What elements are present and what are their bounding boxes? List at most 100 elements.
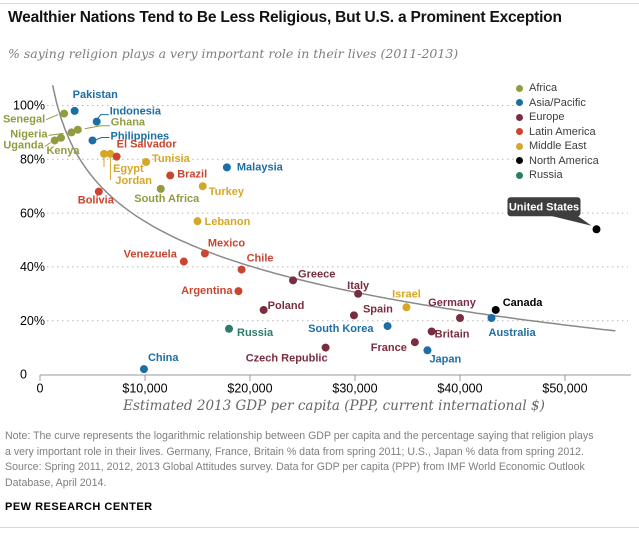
data-point-el-salvador — [112, 152, 121, 161]
data-point-malaysia — [222, 163, 231, 172]
data-point-philippines — [88, 136, 97, 145]
data-point-canada — [491, 305, 500, 314]
legend-dot-icon — [516, 157, 523, 165]
legend-item-north-america: North America — [516, 154, 636, 169]
country-label-chile: Chile — [247, 253, 274, 265]
legend-label: North America — [529, 154, 599, 167]
data-point-egypt — [100, 149, 109, 158]
data-point-japan — [423, 346, 432, 355]
data-point-kenya — [57, 133, 65, 142]
country-label-spain: Spain — [363, 303, 393, 315]
data-point-argentina — [234, 287, 243, 296]
country-label-brazil: Brazil — [177, 168, 207, 180]
data-point-senegal — [60, 109, 69, 118]
leader-line — [48, 132, 64, 136]
leader-line — [84, 125, 110, 130]
chart-legend: Africa Asia/Pacific Europe Latin America Mid… — [516, 81, 636, 183]
us-callout-label: United States — [509, 202, 579, 214]
legend-dot-icon — [516, 142, 523, 150]
legend-item-asia-pacific: Asia/Pacific — [516, 96, 636, 111]
data-point-italy — [354, 289, 363, 298]
note-line: Database, April 2014. — [5, 477, 107, 490]
chart-title: Wealthier Nations Tend to Be Less Religi… — [8, 9, 562, 26]
data-point-south-korea — [383, 322, 392, 331]
x-tick-label: $10,000 — [122, 382, 167, 396]
legend-label: Middle East — [529, 140, 587, 153]
country-label-kenya: Kenya — [46, 145, 80, 157]
country-label-greece: Greece — [298, 268, 335, 280]
x-tick-label: $40,000 — [437, 382, 482, 396]
y-tick-label: 100% — [13, 99, 45, 113]
country-label-argentina: Argentina — [181, 285, 233, 297]
x-axis-title: Estimated 2013 GDP per capita (PPP, curr… — [122, 398, 545, 414]
leader-line — [97, 114, 109, 119]
us-callout-box — [507, 197, 581, 217]
country-label-australia: Australia — [489, 327, 537, 339]
legend-item-russia: Russia — [516, 168, 636, 183]
country-label-nigeria: Nigeria — [10, 128, 48, 140]
data-point-russia — [225, 324, 233, 333]
country-label-tunisia: Tunisia — [152, 153, 191, 165]
legend-item-europe: Europe — [516, 110, 636, 125]
country-label-senegal: Senegal — [3, 114, 45, 126]
country-label-bolivia: Bolivia — [78, 195, 115, 207]
country-label-israel: Israel — [392, 288, 421, 300]
legend-label: Africa — [529, 82, 558, 95]
legend-dot-icon — [516, 99, 523, 107]
bottom-divider — [0, 527, 639, 528]
country-label-philippines: Philippines — [111, 130, 170, 142]
country-label-malaysia: Malaysia — [237, 161, 284, 173]
legend-dot-icon — [516, 171, 523, 179]
data-point-bolivia — [94, 187, 103, 196]
data-point-south-africa — [156, 184, 165, 193]
country-label-mexico: Mexico — [208, 237, 246, 249]
country-label-south-africa: South Africa — [134, 193, 200, 205]
legend-label: Europe — [529, 111, 565, 124]
pew-research-center-wordmark: PEW RESEARCH CENTER — [5, 501, 153, 513]
legend-label: Latin America — [529, 125, 596, 138]
country-label-turkey: Turkey — [209, 186, 245, 198]
legend-item-africa: Africa — [516, 81, 636, 96]
us-callout-tail — [550, 215, 592, 226]
country-label-japan: Japan — [429, 353, 461, 365]
country-label-poland: Poland — [268, 300, 305, 312]
country-label-el-salvador: El Salvador — [117, 139, 178, 151]
country-label-egypt: Egypt — [113, 163, 144, 175]
y-tick-label: 0 — [20, 368, 27, 382]
top-divider — [0, 3, 639, 4]
country-label-uganda: Uganda — [3, 139, 44, 151]
data-point-czech-republic — [321, 343, 330, 352]
country-label-czech-republic: Czech Republic — [246, 353, 328, 365]
data-point-venezuela — [179, 257, 188, 266]
data-point-spain — [349, 311, 358, 320]
legend-item-latin-america: Latin America — [516, 125, 636, 140]
y-tick-label: 40% — [20, 260, 45, 274]
legend-label: Asia/Pacific — [529, 96, 586, 109]
x-tick-label: 0 — [37, 382, 44, 396]
data-point-tunisia — [142, 157, 151, 166]
data-point-turkey — [198, 182, 207, 191]
note-line: Note: The curve represents the logarithm… — [5, 430, 594, 442]
data-point-australia — [487, 314, 496, 323]
data-point-chile — [237, 265, 246, 274]
country-label-france: France — [371, 342, 407, 354]
country-label-ghana: Ghana — [111, 117, 146, 129]
legend-dot-icon — [516, 113, 523, 121]
note-line: Source: Spring 2011, 2012, 2013 Global A… — [5, 461, 585, 474]
trend-curve — [51, 85, 616, 332]
country-label-jordan: Jordan — [115, 175, 152, 187]
y-tick-label: 80% — [20, 153, 45, 167]
x-tick-label: $20,000 — [227, 382, 272, 396]
data-point-germany — [456, 314, 464, 323]
chart-subtitle: % saying religion plays a very important… — [8, 46, 459, 61]
data-point-uganda — [50, 136, 59, 145]
leader-line — [46, 114, 59, 121]
data-point-poland — [259, 305, 268, 314]
leader-line — [44, 142, 51, 147]
country-label-indonesia: Indonesia — [110, 106, 162, 118]
y-tick-label: 60% — [20, 206, 45, 220]
data-point-britain — [427, 327, 436, 336]
country-label-china: China — [148, 352, 179, 364]
country-label-venezuela: Venezuela — [124, 249, 178, 261]
